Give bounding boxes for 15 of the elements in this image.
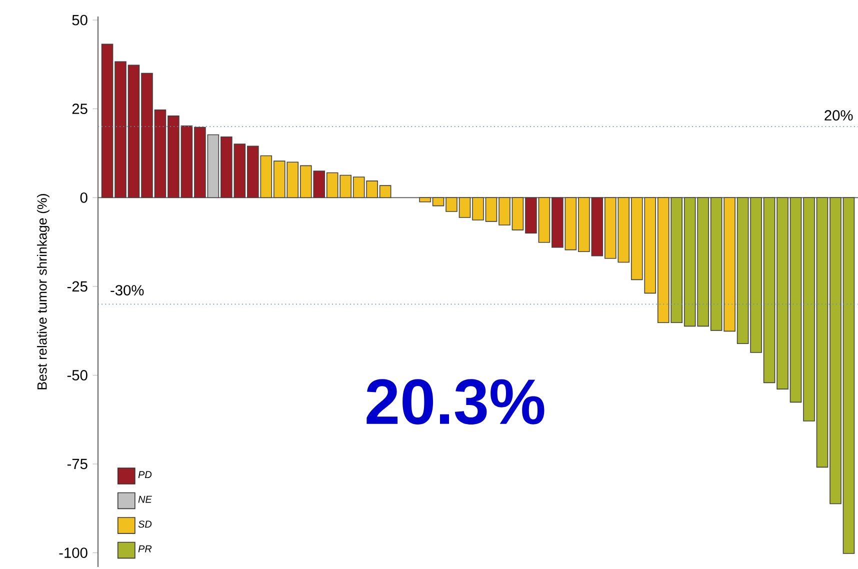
legend-label: NE xyxy=(138,496,152,503)
legend-label: PD xyxy=(138,471,152,478)
ref-line-label: 20% xyxy=(824,110,853,121)
y-tick-label: 0 xyxy=(80,192,88,203)
y-axis-title: Best relative tumor shrinkage (%) xyxy=(37,194,50,390)
y-tick-label: -25 xyxy=(67,281,88,292)
y-tick-label: 25 xyxy=(72,104,88,114)
y-tick-label: -50 xyxy=(67,370,88,380)
y-tick-label: -75 xyxy=(67,458,88,470)
y-tick-label: 50 xyxy=(72,14,88,26)
ref-line-label: -30% xyxy=(110,285,144,296)
annotation: 20.3% xyxy=(366,379,544,425)
y-tick-label: -100 xyxy=(59,548,88,558)
legend-label: SD xyxy=(138,520,152,528)
legend-label: PR xyxy=(138,545,152,552)
